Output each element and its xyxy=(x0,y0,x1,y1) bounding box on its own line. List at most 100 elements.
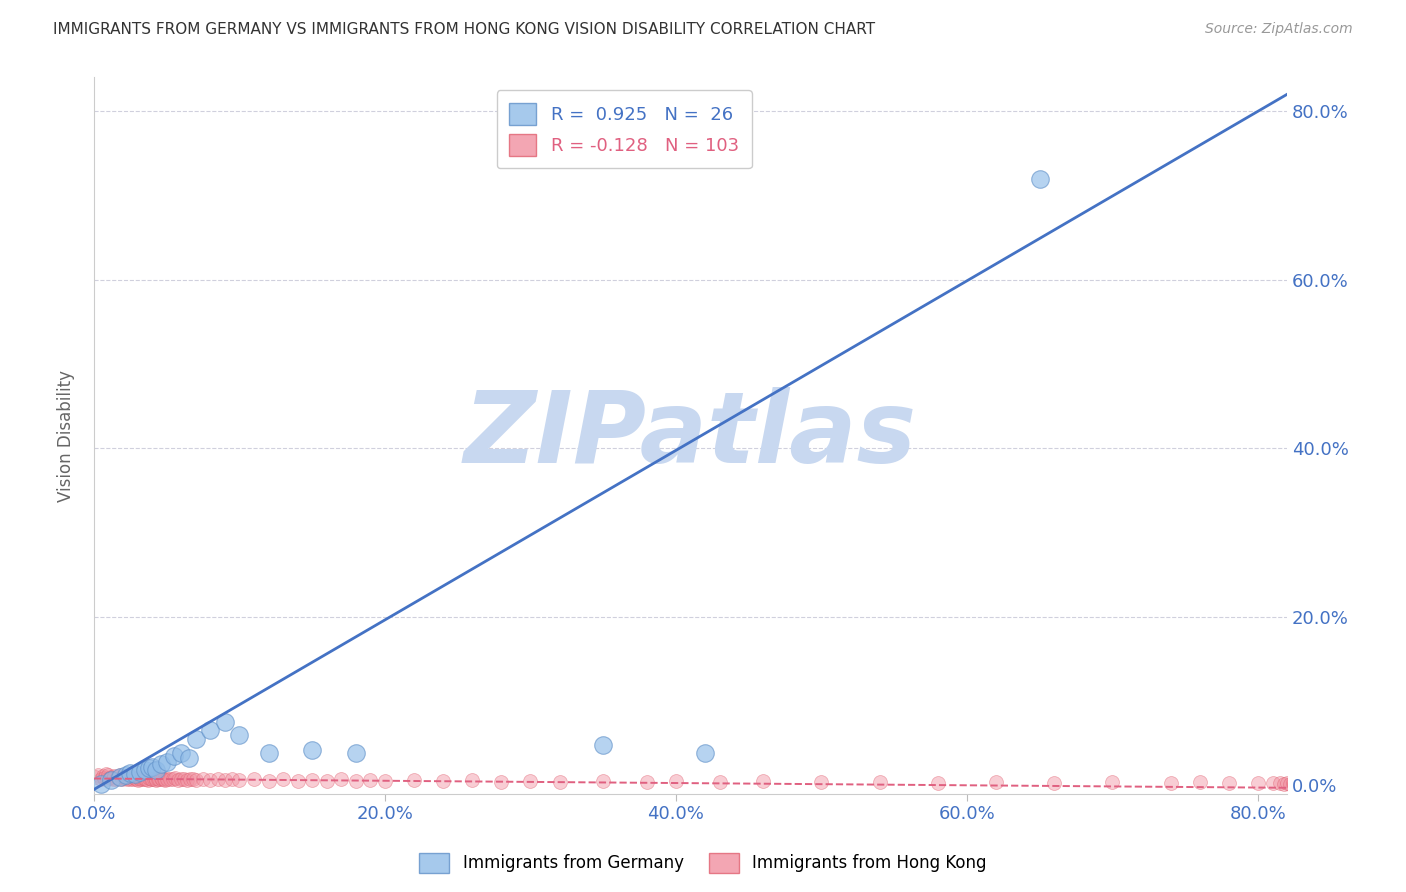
Point xyxy=(112,770,135,784)
Point xyxy=(432,774,454,789)
Point xyxy=(1218,775,1240,789)
Point xyxy=(665,774,688,789)
Point xyxy=(84,770,107,784)
Point xyxy=(149,771,172,785)
Point xyxy=(491,775,513,789)
Point xyxy=(110,772,132,786)
Point xyxy=(330,772,353,787)
Point xyxy=(1284,776,1306,790)
Point xyxy=(869,775,891,789)
Point xyxy=(207,772,229,786)
Point xyxy=(100,770,122,784)
Point xyxy=(301,773,323,788)
Point xyxy=(96,772,118,787)
Point xyxy=(134,763,156,777)
Point xyxy=(271,772,294,787)
Point xyxy=(120,765,142,780)
Point xyxy=(139,772,162,787)
Point xyxy=(98,771,121,785)
Point xyxy=(315,774,337,789)
Point xyxy=(359,773,381,788)
Point xyxy=(461,773,484,788)
Point xyxy=(87,768,110,782)
Point xyxy=(191,772,214,787)
Point xyxy=(145,763,167,777)
Point xyxy=(984,775,1007,789)
Point xyxy=(200,723,222,738)
Point xyxy=(118,771,141,785)
Legend: Immigrants from Germany, Immigrants from Hong Kong: Immigrants from Germany, Immigrants from… xyxy=(413,847,993,880)
Point xyxy=(181,772,204,786)
Point xyxy=(107,771,129,785)
Point xyxy=(156,772,179,787)
Point xyxy=(402,773,425,788)
Point xyxy=(1028,171,1050,186)
Point xyxy=(184,731,207,746)
Point xyxy=(124,767,146,781)
Point xyxy=(129,764,152,779)
Text: IMMIGRANTS FROM GERMANY VS IMMIGRANTS FROM HONG KONG VISION DISABILITY CORRELATI: IMMIGRANTS FROM GERMANY VS IMMIGRANTS FR… xyxy=(53,22,876,37)
Point xyxy=(344,774,367,789)
Point xyxy=(636,775,658,789)
Point xyxy=(1275,775,1298,789)
Point xyxy=(149,757,172,772)
Point xyxy=(176,773,198,788)
Point xyxy=(90,772,112,786)
Point xyxy=(927,775,949,789)
Point xyxy=(214,773,236,788)
Point xyxy=(103,769,125,783)
Point xyxy=(117,772,139,787)
Point xyxy=(184,773,207,788)
Point xyxy=(141,760,163,774)
Point xyxy=(221,772,243,787)
Point xyxy=(693,746,716,760)
Point xyxy=(1278,776,1301,790)
Point xyxy=(141,772,163,786)
Point xyxy=(115,769,138,783)
Point xyxy=(1247,775,1270,789)
Point xyxy=(132,771,155,785)
Point xyxy=(120,772,142,786)
Point xyxy=(214,714,236,729)
Point xyxy=(344,746,367,760)
Point xyxy=(301,743,323,757)
Text: ZIPatlas: ZIPatlas xyxy=(464,387,917,484)
Point xyxy=(179,772,201,787)
Point xyxy=(163,748,186,763)
Point xyxy=(167,773,190,788)
Point xyxy=(1043,775,1066,789)
Point xyxy=(287,774,309,789)
Point xyxy=(101,772,124,786)
Point xyxy=(173,772,195,786)
Point xyxy=(115,768,138,782)
Point xyxy=(162,772,184,787)
Point xyxy=(129,772,152,787)
Point xyxy=(709,775,731,789)
Point xyxy=(143,771,166,785)
Point xyxy=(105,770,128,784)
Point xyxy=(228,773,250,788)
Point xyxy=(108,768,131,782)
Point xyxy=(94,767,117,781)
Point xyxy=(1261,775,1284,789)
Point xyxy=(1282,775,1305,789)
Point xyxy=(145,773,167,788)
Point xyxy=(125,772,148,786)
Point xyxy=(810,775,832,789)
Point xyxy=(1285,776,1308,790)
Point xyxy=(127,773,149,788)
Point xyxy=(243,772,266,787)
Legend: R =  0.925   N =  26, R = -0.128   N = 103: R = 0.925 N = 26, R = -0.128 N = 103 xyxy=(496,90,752,169)
Point xyxy=(135,772,157,786)
Point xyxy=(136,773,159,788)
Point xyxy=(121,770,143,784)
Point xyxy=(138,771,160,785)
Point xyxy=(592,774,614,789)
Point xyxy=(1268,775,1291,789)
Point xyxy=(1160,775,1182,789)
Point xyxy=(156,755,179,769)
Point xyxy=(592,738,614,752)
Point xyxy=(148,772,170,787)
Point xyxy=(150,772,173,787)
Point xyxy=(93,771,115,785)
